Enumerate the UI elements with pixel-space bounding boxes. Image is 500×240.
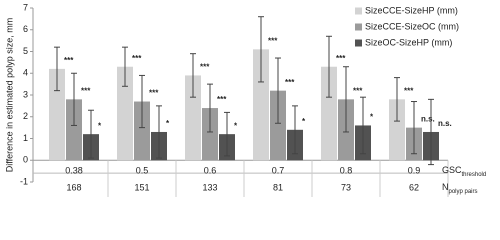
row-label-main: N — [442, 182, 449, 192]
n-label: 133 — [202, 182, 217, 192]
y-tick-label: 5 — [23, 46, 28, 56]
significance-label: n.s. — [438, 119, 452, 128]
significance-label: n.s. — [421, 115, 435, 124]
error-bar — [122, 46, 128, 87]
n-label: 168 — [66, 182, 81, 192]
error-bar — [224, 111, 230, 157]
bar — [270, 90, 286, 161]
significance-label: *** — [336, 54, 346, 63]
x-tick-label: 0.9 — [408, 165, 421, 175]
significance-label: * — [370, 113, 374, 122]
row-label-sub: polyp pairs — [449, 189, 478, 195]
n-label: 81 — [273, 182, 283, 192]
x-tick-label: 0.6 — [204, 165, 217, 175]
y-tick-label: 2 — [23, 111, 28, 121]
significance-label: *** — [217, 95, 227, 104]
significance-label: * — [98, 121, 102, 130]
significance-label: *** — [81, 86, 91, 95]
error-bar — [394, 77, 400, 122]
error-bar — [258, 16, 264, 83]
n-label: 73 — [341, 182, 351, 192]
y-tick-label: 7 — [23, 2, 28, 12]
error-bar — [275, 57, 281, 124]
y-tick-label: 4 — [23, 68, 28, 78]
legend-swatch — [355, 7, 362, 15]
error-bar — [54, 46, 60, 92]
bar — [253, 49, 269, 161]
error-bar — [428, 98, 434, 166]
n-label: 62 — [409, 182, 419, 192]
significance-label: *** — [200, 63, 210, 72]
error-bar — [360, 96, 366, 155]
error-bar — [190, 53, 196, 98]
y-tick-label: 6 — [23, 24, 28, 34]
error-bar — [343, 66, 349, 133]
error-bar — [139, 74, 145, 129]
error-bar — [71, 72, 77, 126]
significance-label: *** — [285, 78, 295, 87]
error-bar — [88, 109, 94, 159]
significance-label: * — [302, 117, 306, 126]
bar — [134, 101, 150, 161]
bar — [117, 66, 133, 161]
error-bar — [156, 105, 162, 159]
x-tick-label: 0.5 — [136, 165, 149, 175]
bar — [321, 66, 337, 161]
significance-label: * — [234, 121, 238, 130]
y-axis-label: Difference in estimated polyp size, mm — [4, 18, 14, 172]
row-label-sub: threshold — [462, 172, 487, 178]
bar — [185, 75, 201, 161]
row-label: GSCthreshold — [442, 165, 486, 177]
bar — [389, 99, 405, 161]
significance-label: *** — [353, 86, 363, 95]
legend-label: SizeCCE-SizeHP (mm) — [365, 5, 458, 15]
row-label-main: GSC — [442, 165, 462, 175]
y-tick-label: -1 — [20, 176, 28, 186]
x-tick-label: 0.8 — [340, 165, 353, 175]
error-bar — [411, 101, 417, 155]
legend-swatch — [355, 23, 362, 31]
bar — [202, 108, 218, 161]
significance-label: *** — [64, 56, 74, 65]
y-tick-label: 1 — [23, 133, 28, 143]
chart: Difference in estimated polyp size, mm -… — [4, 2, 486, 197]
significance-label: *** — [268, 36, 278, 45]
legend-label: SizeCCE-SizeOC (mm) — [365, 21, 459, 31]
x-tick-label: 0.38 — [65, 165, 83, 175]
significance-label: *** — [149, 89, 159, 98]
n-label: 151 — [134, 182, 149, 192]
bar — [66, 99, 82, 161]
y-tick-label: 3 — [23, 89, 28, 99]
x-tick-label: 0.7 — [272, 165, 285, 175]
significance-label: *** — [404, 86, 414, 95]
significance-label: *** — [132, 54, 142, 63]
error-bar — [207, 83, 213, 133]
legend-label: SizeOC-SizeHP (mm) — [365, 37, 452, 47]
error-bar — [292, 105, 298, 155]
error-bar — [326, 35, 332, 98]
bar — [49, 68, 65, 161]
significance-label: * — [166, 119, 170, 128]
y-tick-label: 0 — [23, 155, 28, 165]
row-label: Npolyp pairs — [442, 182, 478, 194]
legend-swatch — [355, 39, 362, 47]
